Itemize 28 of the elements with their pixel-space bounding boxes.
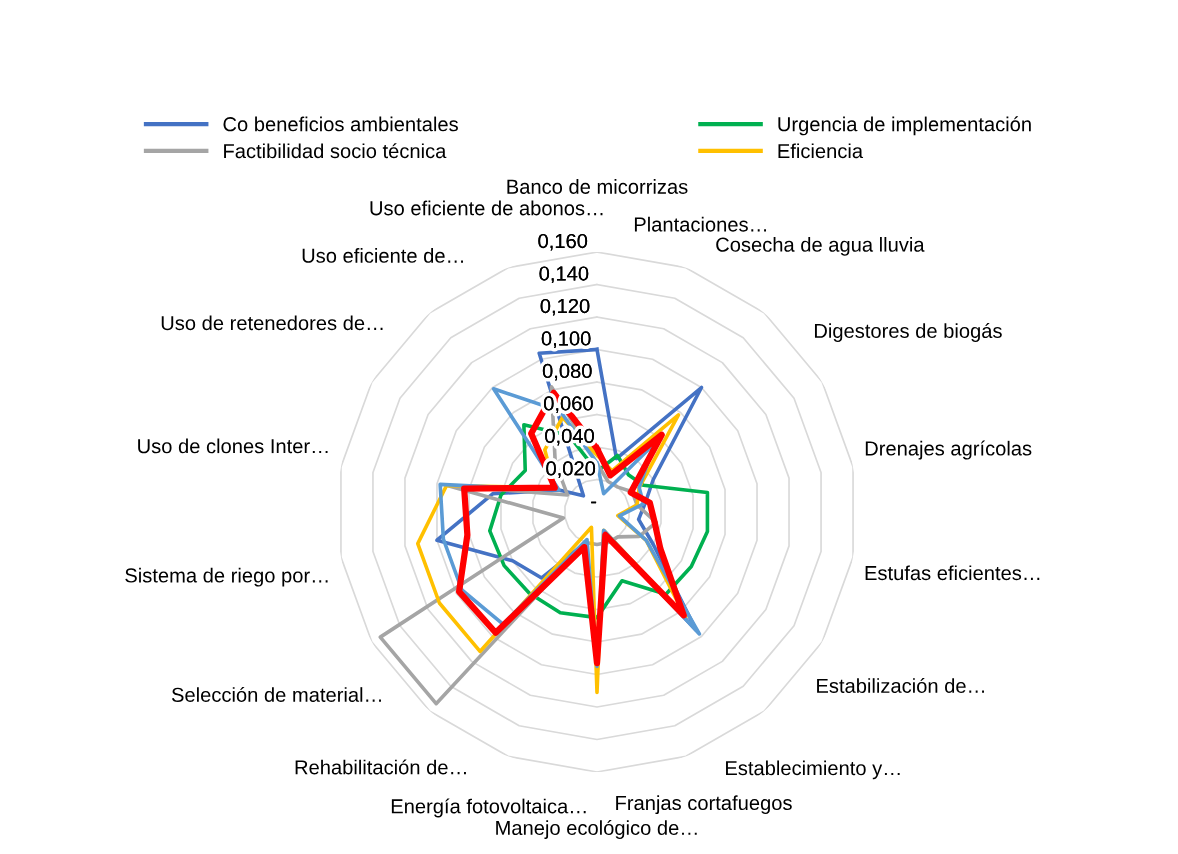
spoke-label: Uso eficiente de abonos… bbox=[370, 200, 603, 216]
spoke-label: Sistema de riego por… bbox=[125, 567, 328, 587]
y-tick-label: 0,040 bbox=[545, 428, 594, 446]
legend-label: Eficiencia bbox=[778, 143, 864, 159]
y-tick-label: 0,160 bbox=[538, 233, 588, 251]
spoke-label: Uso de retenedores de… bbox=[161, 315, 383, 331]
y-tick-label: - bbox=[591, 501, 597, 504]
spoke-label: Franjas cortafuegos bbox=[616, 795, 792, 815]
y-tick-label: 0,140 bbox=[539, 266, 589, 284]
spoke-label: Establecimiento y… bbox=[726, 760, 900, 780]
spoke-label: Estufas eficientes… bbox=[865, 565, 1040, 581]
spoke-label: Cosecha de agua lluvia bbox=[716, 237, 925, 256]
spoke-label: Uso eficiente de… bbox=[302, 248, 463, 263]
spoke-label: Uso de clones Inter… bbox=[138, 438, 328, 454]
spoke-label: Drenajes agrícolas bbox=[865, 440, 1032, 460]
spoke-label: Rehabilitación de… bbox=[295, 759, 466, 775]
spoke-label: Energía fotovoltaica… bbox=[391, 798, 586, 818]
spoke-label: Plantaciones… bbox=[634, 216, 767, 232]
legend-label: Factibilidad socio técnica bbox=[224, 143, 447, 159]
legend-label: Urgencia de implementación bbox=[778, 116, 1031, 136]
spoke-label: Selección de material… bbox=[171, 686, 381, 702]
spoke-label: Estabilización de… bbox=[817, 677, 984, 693]
y-tick-label: 0,100 bbox=[541, 331, 591, 348]
spoke-label: Digestores de biogás bbox=[814, 322, 1002, 342]
spoke-label: Manejo ecológico de… bbox=[496, 820, 697, 839]
spoke-label: Banco de micorrizas bbox=[507, 179, 688, 194]
legend-label: Co beneficios ambientales bbox=[223, 116, 458, 132]
y-tick-label: 0,120 bbox=[540, 298, 590, 316]
